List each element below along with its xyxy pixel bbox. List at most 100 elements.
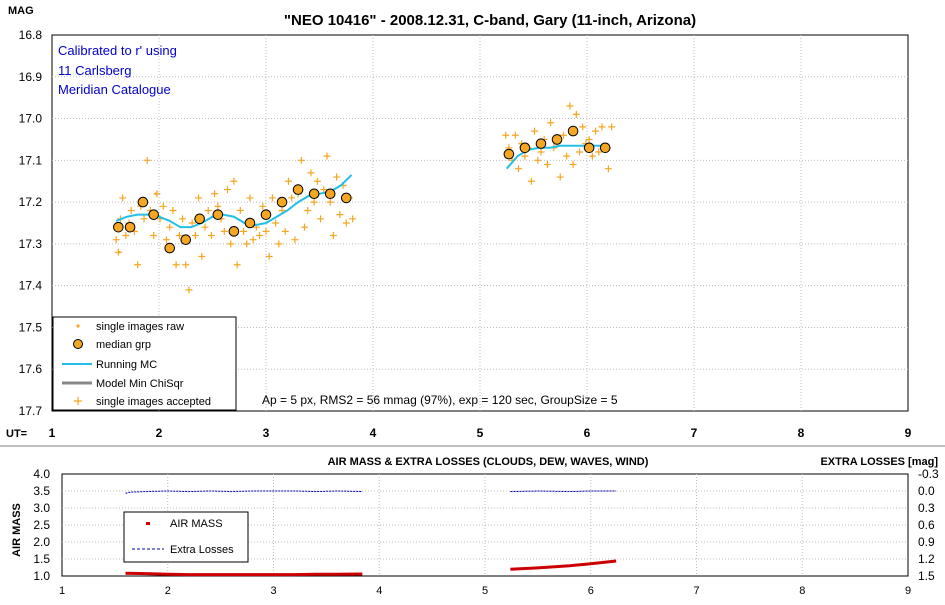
- accepted-point: [265, 252, 273, 260]
- accepted-point: [563, 152, 571, 160]
- accepted-point: [268, 194, 276, 202]
- accepted-point: [336, 211, 344, 219]
- accepted-point: [134, 261, 142, 269]
- extra-losses-y-tick-label: 0.0: [918, 484, 935, 498]
- accepted-point: [249, 236, 257, 244]
- accepted-point: [169, 206, 177, 214]
- accepted-point: [569, 161, 577, 169]
- accepted-point: [262, 227, 270, 235]
- main-x-tick-label: 7: [691, 426, 698, 440]
- main-y-tick-label: 17.7: [19, 404, 43, 418]
- median-point: [180, 234, 192, 246]
- airmass-x-tick-label: 1: [59, 585, 65, 597]
- legend-item-model-min-chisqr: Model Min ChiSqr: [62, 378, 184, 390]
- airmass-y-tick-label: 2.0: [33, 535, 50, 549]
- median-point: [535, 138, 547, 149]
- accepted-point: [246, 194, 254, 202]
- airmass-legend-box: [123, 511, 249, 563]
- accepted-point: [256, 232, 264, 240]
- main-x-tick-label: 8: [798, 426, 805, 440]
- accepted-point: [150, 232, 158, 240]
- series-median-grp: [113, 125, 611, 254]
- accepted-point: [175, 232, 183, 240]
- airmass-y-tick-label: 1.5: [33, 552, 50, 566]
- legend-label-running-mc: Running MC: [96, 359, 157, 371]
- accepted-point: [166, 223, 174, 231]
- accepted-point: [313, 177, 321, 185]
- accepted-point: [159, 202, 167, 210]
- accepted-point: [272, 219, 280, 227]
- accepted-point: [595, 148, 603, 156]
- accepted-point: [537, 148, 545, 156]
- accepted-point: [342, 219, 350, 227]
- extra-losses-y-tick-label: 1.2: [918, 552, 935, 566]
- accepted-point: [598, 123, 606, 131]
- median-point: [164, 242, 175, 254]
- accepted-point: [502, 131, 510, 139]
- accepted-point: [143, 156, 151, 164]
- accepted-point: [172, 261, 180, 269]
- median-point: [244, 217, 256, 229]
- accepted-point: [204, 206, 212, 214]
- median-point: [113, 221, 124, 233]
- main-y-tick-label: 17.3: [19, 237, 43, 251]
- legend-symbol-accepted: [74, 397, 82, 405]
- legend-item-running-mc: Running MC: [62, 359, 157, 371]
- accepted-point: [233, 261, 241, 269]
- accepted-point: [329, 232, 337, 240]
- airmass-y-tick-label: 1.0: [33, 569, 50, 583]
- extra-losses-axis-label: EXTRA LOSSES [mag]: [820, 456, 938, 468]
- median-point: [599, 142, 611, 154]
- median-point: [503, 148, 515, 160]
- main-x-tick-label: 1: [49, 426, 56, 440]
- accepted-point: [201, 223, 209, 231]
- median-point: [292, 184, 304, 195]
- accepted-point: [185, 286, 193, 294]
- legend-symbol-air-mass: [146, 522, 150, 525]
- main-y-axis-label: MAG: [8, 5, 34, 17]
- extra-losses-line: [125, 490, 363, 494]
- airmass-x-tick-label: 3: [270, 585, 276, 597]
- airmass-axis-label: AIR MASS: [11, 503, 23, 557]
- accepted-point: [556, 173, 564, 181]
- accepted-point: [531, 127, 539, 135]
- accepted-point: [259, 202, 267, 210]
- median-point: [124, 221, 136, 233]
- accepted-point: [236, 206, 244, 214]
- accepted-point: [592, 127, 600, 135]
- accepted-point: [162, 236, 170, 244]
- accepted-point: [304, 206, 312, 214]
- airmass-legend: AIR MASS Extra Losses: [123, 511, 249, 563]
- accepted-point: [220, 227, 228, 235]
- airmass-chart-title: AIR MASS & EXTRA LOSSES (CLOUDS, DEW, WA…: [328, 456, 649, 468]
- accepted-point: [297, 156, 305, 164]
- accepted-point: [559, 131, 567, 139]
- accepted-point: [323, 152, 331, 160]
- extra-losses-y-tick-label: 0.3: [918, 501, 935, 515]
- main-x-tick-label: 5: [477, 426, 484, 440]
- accepted-point: [349, 215, 357, 223]
- main-x-tick-label: 4: [370, 426, 377, 440]
- main-y-tick-label: 17.2: [19, 195, 43, 209]
- accepted-point: [576, 148, 584, 156]
- raw-point: [591, 154, 594, 158]
- extra-losses-y-tick-label: 1.5: [918, 569, 935, 583]
- accepted-point: [188, 219, 196, 227]
- airmass-series: [125, 490, 617, 577]
- median-point: [519, 142, 531, 154]
- main-x-tick-label: 9: [905, 426, 912, 440]
- main-legend: single images raw median grp Running MC …: [52, 316, 237, 411]
- median-point: [551, 134, 563, 145]
- main-y-tick-label: 17.4: [19, 279, 43, 293]
- accepted-point: [608, 123, 616, 131]
- accepted-point: [179, 215, 187, 223]
- accepted-point: [214, 202, 222, 210]
- accepted-point: [307, 169, 315, 177]
- accepted-point: [227, 240, 235, 248]
- raw-point: [118, 251, 121, 254]
- accepted-point: [230, 177, 238, 185]
- accepted-point: [317, 215, 325, 223]
- legend-label-extra-losses: Extra Losses: [170, 544, 234, 556]
- accepted-point: [534, 156, 542, 164]
- main-x-tick-label: 6: [584, 426, 591, 440]
